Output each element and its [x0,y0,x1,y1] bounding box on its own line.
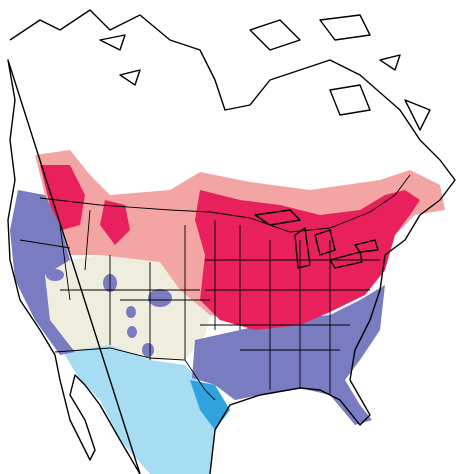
state-borders [19,209,380,395]
region-purple-se [192,285,385,425]
region-red-east [100,200,130,245]
region-light-blue [62,345,215,474]
great-lakes [254,209,379,269]
region-purple-west [10,190,75,355]
arctic-islands [99,14,431,131]
coastline [7,9,456,474]
land-outline [7,9,456,474]
region-medium-blue [190,380,230,430]
region-cream [40,255,215,360]
region-red [40,165,85,230]
us-mexico-border [54,347,216,401]
